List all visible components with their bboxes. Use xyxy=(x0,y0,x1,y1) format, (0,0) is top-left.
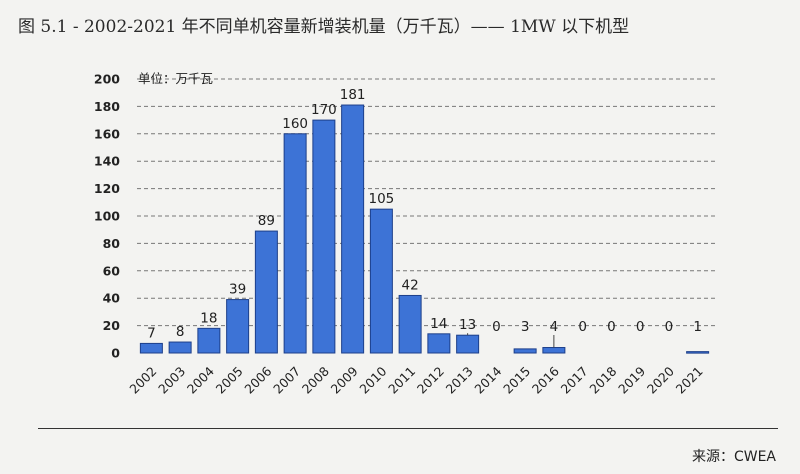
x-tick-label: 2013 xyxy=(443,364,476,397)
x-tick-label: 2002 xyxy=(126,364,159,397)
y-tick-label: 60 xyxy=(103,263,121,278)
footer-divider xyxy=(38,428,778,429)
value-label: 42 xyxy=(402,277,419,293)
y-tick-label: 120 xyxy=(94,181,120,196)
x-tick-label: 2019 xyxy=(615,363,648,396)
value-label: 7 xyxy=(147,325,156,341)
y-tick-label: 200 xyxy=(94,72,120,87)
value-label: 0 xyxy=(607,319,616,335)
x-tick-label: 2007 xyxy=(270,364,303,397)
x-tick-label: 2010 xyxy=(356,363,389,396)
x-tick-label: 2018 xyxy=(586,363,619,396)
x-tick-label: 2012 xyxy=(414,364,447,397)
value-label: 105 xyxy=(368,191,394,207)
bar xyxy=(513,348,537,354)
value-label: 14 xyxy=(430,316,447,332)
bar xyxy=(283,133,307,354)
y-tick-label: 140 xyxy=(94,154,120,169)
chart-title: 图 5.1 - 2002-2021 年不同单机容量新增装机量（万千瓦）—— 1M… xyxy=(18,17,630,37)
x-tick-label: 2006 xyxy=(241,363,274,396)
x-tick-label: 2015 xyxy=(500,364,533,397)
x-tick-label: 2011 xyxy=(385,364,418,397)
value-label: 39 xyxy=(229,282,246,298)
value-label: 0 xyxy=(492,319,501,335)
x-tick-label: 2004 xyxy=(184,363,217,396)
value-label: 1 xyxy=(693,319,702,335)
x-tick-label: 2003 xyxy=(155,364,188,397)
bar xyxy=(369,208,393,354)
x-axis-ticks: 2002200320042005200620072008200920102011… xyxy=(126,363,705,396)
bar xyxy=(139,342,163,354)
value-label: 0 xyxy=(578,319,587,335)
bar xyxy=(226,299,250,354)
bar xyxy=(427,333,451,354)
bar xyxy=(197,327,221,354)
bar xyxy=(398,294,422,354)
x-tick-label: 2009 xyxy=(328,363,361,396)
bar xyxy=(312,119,336,354)
bar xyxy=(456,334,480,354)
value-label: 4 xyxy=(550,319,559,335)
x-tick-label: 2014 xyxy=(471,363,504,396)
y-tick-label: 80 xyxy=(103,236,121,251)
source-note: 来源：CWEA xyxy=(691,449,776,465)
x-tick-label: 2008 xyxy=(299,363,332,396)
bar xyxy=(686,351,710,354)
x-tick-label: 2017 xyxy=(558,364,591,397)
bar xyxy=(542,347,566,354)
y-tick-label: 180 xyxy=(94,99,120,114)
y-tick-label: 0 xyxy=(111,346,120,361)
x-tick-label: 2005 xyxy=(213,364,246,397)
y-tick-label: 40 xyxy=(103,291,121,306)
grid-lines xyxy=(137,78,716,327)
x-tick-label: 2016 xyxy=(529,363,562,396)
bar xyxy=(168,341,192,354)
unit-label: 单位：万千瓦 xyxy=(138,71,213,86)
x-tick-label: 2020 xyxy=(644,363,677,396)
value-label: 89 xyxy=(258,213,275,229)
y-axis-ticks: 0 20 40 60 80 100 120 140 160 180 200 xyxy=(94,72,120,361)
bar xyxy=(254,230,278,354)
bars xyxy=(139,104,710,354)
value-label: 3 xyxy=(521,319,530,335)
y-tick-label: 20 xyxy=(103,318,121,333)
value-label: 170 xyxy=(311,102,337,118)
value-label: 0 xyxy=(665,319,674,335)
value-label: 160 xyxy=(282,116,308,132)
value-label: 8 xyxy=(176,324,185,340)
x-tick-label: 2021 xyxy=(673,364,706,397)
bar xyxy=(341,104,365,354)
value-label: 0 xyxy=(636,319,645,335)
value-label: 181 xyxy=(340,87,366,103)
y-tick-label: 160 xyxy=(94,126,120,141)
y-tick-label: 100 xyxy=(94,209,120,224)
value-label: 13 xyxy=(459,317,476,333)
value-label: 18 xyxy=(200,310,217,326)
